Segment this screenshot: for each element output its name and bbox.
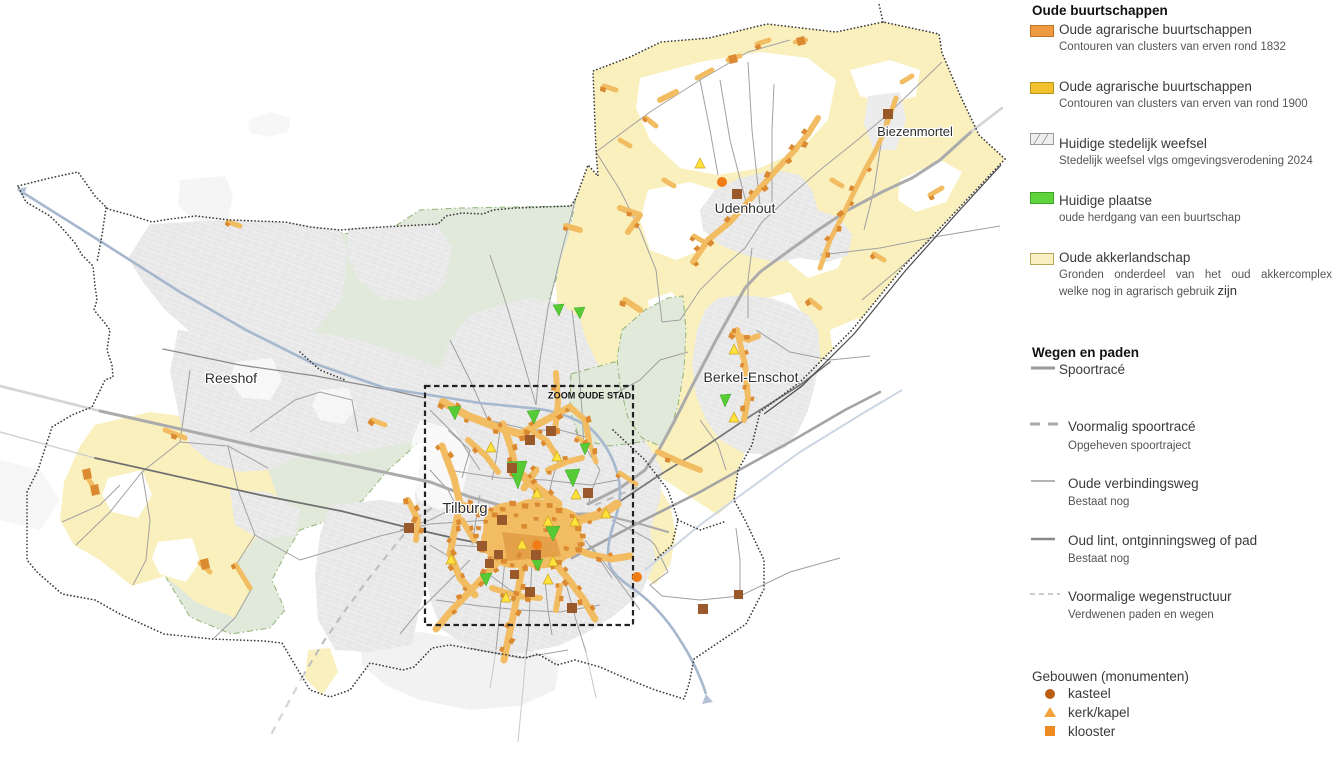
svg-text:Reeshof: Reeshof (205, 370, 257, 386)
svg-text:Udenhout: Udenhout (715, 200, 776, 216)
svg-text:Biezenmortel: Biezenmortel (877, 124, 953, 139)
svg-text:Berkel-Enschot: Berkel-Enschot (704, 369, 799, 385)
svg-text:ZOOM OUDE STAD: ZOOM OUDE STAD (548, 391, 632, 401)
svg-text:Tilburg: Tilburg (442, 500, 487, 517)
